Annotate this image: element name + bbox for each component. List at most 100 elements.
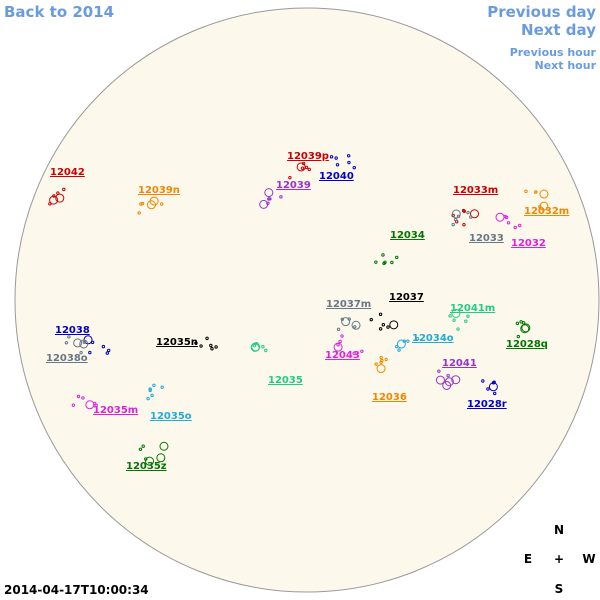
sunspot [194, 341, 198, 345]
region-label[interactable]: 12040 [319, 171, 354, 182]
sunspot [384, 357, 388, 362]
sunspot [451, 308, 461, 318]
sunspot [396, 339, 406, 349]
region-label[interactable]: 12042 [50, 167, 85, 178]
sunspot [67, 335, 71, 339]
sunspot [347, 160, 351, 165]
sunspot [381, 253, 385, 257]
sunspot [252, 343, 257, 348]
sunspot [210, 347, 214, 351]
region-label[interactable]: 12033 [469, 233, 504, 244]
previous-hour-link[interactable]: Previous hour [510, 46, 597, 59]
region-label[interactable]: 12039n [138, 185, 180, 196]
region-label[interactable]: 12041m [450, 303, 495, 314]
sunspot [415, 337, 420, 341]
region-label[interactable]: 12034 [390, 230, 425, 241]
region-label[interactable]: 12039 [276, 180, 311, 191]
region-label[interactable]: 12034o [412, 333, 454, 344]
region-label[interactable]: 12035z [126, 461, 167, 472]
sunspot [518, 223, 522, 228]
sunspot [369, 317, 373, 322]
previous-day-link[interactable]: Previous day [487, 3, 596, 21]
sunspot [524, 189, 528, 194]
sunspot [64, 341, 69, 345]
sunspot [329, 155, 334, 159]
region-label[interactable]: 12038 [55, 325, 90, 336]
sunspot [516, 334, 521, 339]
sunspot [376, 364, 386, 374]
sunspot [352, 351, 356, 355]
region-label[interactable]: 12035m [93, 405, 138, 416]
sunspot [448, 314, 452, 318]
region-label[interactable]: 12035n [156, 337, 198, 348]
region-label[interactable]: 12043 [325, 350, 360, 361]
sunspot [456, 327, 460, 331]
sunspot [148, 387, 152, 391]
region-label[interactable]: 12038o [46, 353, 88, 364]
region-label[interactable]: 12036 [372, 392, 407, 403]
sunspot [360, 349, 364, 353]
sunspot [300, 166, 305, 170]
region-label[interactable]: 12041 [442, 358, 477, 369]
sunspot [539, 201, 549, 211]
sunspot [378, 327, 383, 331]
back-link[interactable]: Back to 2014 [4, 3, 114, 21]
sunspot [466, 314, 470, 318]
sunspot [55, 193, 65, 203]
region-label[interactable]: 12032m [524, 206, 569, 217]
sunspot [451, 222, 455, 227]
sunspot [49, 195, 59, 205]
sunspot [515, 321, 520, 326]
sunspot [81, 396, 85, 400]
sunspot [451, 209, 461, 219]
sunspot [462, 223, 466, 227]
region-label[interactable]: 12035o [150, 411, 192, 422]
region-label[interactable]: 12037 [389, 292, 424, 303]
sunspot [488, 382, 498, 392]
sunspot [138, 447, 143, 451]
sunspot [513, 225, 517, 230]
region-label[interactable]: 12028r [467, 399, 507, 410]
sunspot [390, 260, 394, 265]
next-hour-link[interactable]: Next hour [535, 59, 597, 72]
sunspot [156, 453, 166, 463]
region-label[interactable]: 12028q [506, 339, 548, 350]
region-label[interactable]: 12039p [287, 151, 329, 162]
next-day-link[interactable]: Next day [521, 21, 596, 39]
region-label[interactable]: 12037m [326, 299, 371, 310]
region-label[interactable]: 12032 [511, 238, 546, 249]
sunspot [397, 348, 401, 352]
sunspot [139, 202, 143, 206]
sunspot [444, 377, 454, 387]
sunspot [341, 317, 351, 327]
sunspot [79, 339, 89, 349]
sunspot [452, 318, 456, 322]
sunspot [88, 350, 92, 355]
sunspot [333, 342, 343, 352]
sunspot [145, 456, 155, 466]
sunspot [301, 161, 306, 166]
sunspot [82, 340, 87, 344]
sunspot [259, 199, 269, 209]
sunspot [304, 165, 309, 170]
sunspot [56, 191, 60, 195]
region-label[interactable]: 12033m [453, 185, 498, 196]
sunspot [336, 327, 341, 332]
sunspot [340, 317, 345, 322]
sunspot [481, 379, 485, 383]
sunspot [382, 261, 386, 266]
sunspot [79, 350, 83, 355]
sunspot [521, 323, 531, 333]
region-label[interactable]: 12035 [268, 375, 303, 386]
sunspot [334, 156, 338, 160]
sunspot [140, 201, 145, 206]
sunspot [93, 401, 97, 406]
sunspot [389, 320, 399, 330]
sunspot [107, 348, 111, 353]
sunspot [374, 362, 378, 366]
sunspot [402, 339, 406, 343]
sunspot [48, 202, 52, 206]
sunspot [437, 369, 441, 373]
sunspot [506, 221, 511, 225]
